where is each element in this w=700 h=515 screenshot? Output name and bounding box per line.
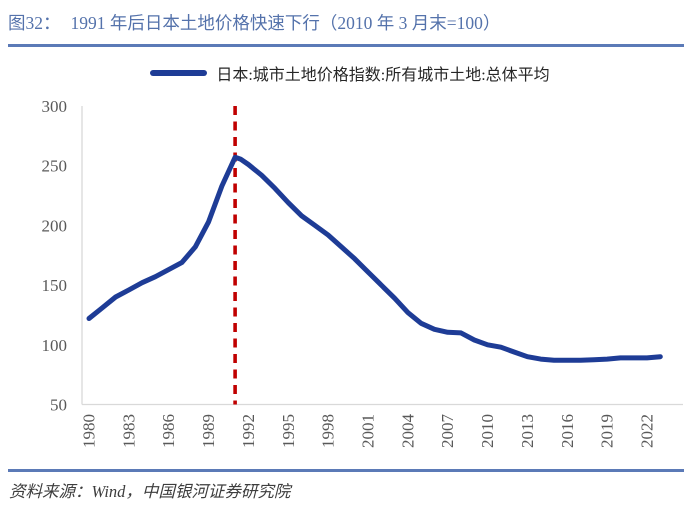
chart-legend: 日本:城市土地价格指数:所有城市土地:总体平均 (0, 61, 700, 85)
x-tick-label: 1983 (119, 414, 138, 448)
x-tick-label: 2016 (558, 414, 577, 448)
x-tick-label: 1980 (80, 414, 99, 448)
x-tick-label: 2013 (518, 414, 537, 448)
legend-label: 日本:城市土地价格指数:所有城市土地:总体平均 (216, 67, 550, 84)
figure-number: 图32： (8, 13, 61, 33)
x-tick-label: 1995 (279, 414, 298, 448)
chart-svg: 50 100 150 200 250 300 1980 1983 1986 1989 1992 199… (42, 97, 683, 449)
y-tick-label: 50 (50, 396, 67, 415)
y-tick-label: 300 (42, 97, 68, 116)
x-tick-label: 2022 (638, 414, 657, 448)
x-tick-label: 2001 (359, 414, 378, 448)
y-tick-label: 100 (42, 336, 68, 355)
x-tick-label: 2007 (438, 414, 457, 449)
x-tick-label: 1998 (319, 414, 338, 448)
x-tick-label: 2019 (598, 414, 617, 448)
x-tick-label: 2004 (398, 414, 417, 449)
x-tick-label: 1986 (159, 414, 178, 448)
x-tick-label: 2010 (478, 414, 497, 448)
y-tick-label: 150 (42, 276, 68, 295)
land-price-index-line (86, 154, 663, 363)
x-tick-label: 1992 (239, 414, 258, 448)
y-tick-label: 200 (42, 216, 68, 235)
footer-divider (8, 469, 684, 472)
figure-title-text: 1991 年后日本土地价格快速下行（2010 年 3 月末=100） (70, 13, 501, 33)
y-tick-label: 250 (42, 157, 68, 176)
figure-title: 图32： 1991 年后日本土地价格快速下行（2010 年 3 月末=100） (8, 11, 500, 35)
source-note: 资料来源：Wind，中国银河证券研究院 (9, 482, 291, 501)
legend-line-swatch-icon (150, 70, 208, 76)
title-divider (8, 44, 684, 47)
x-tick-label: 1989 (199, 414, 218, 448)
